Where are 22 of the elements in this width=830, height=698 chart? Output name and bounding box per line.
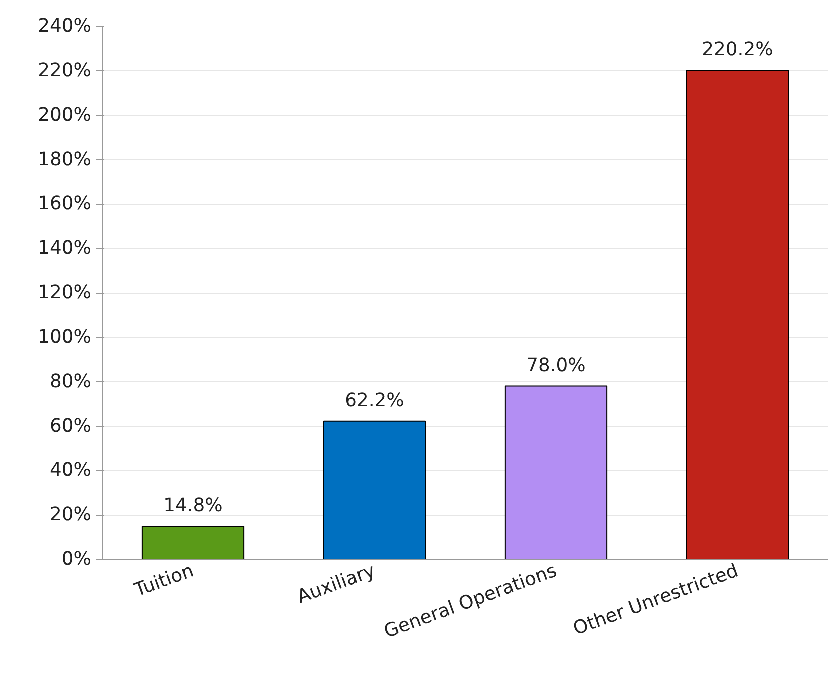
bar xyxy=(686,70,790,560)
y-tick-label: 180% xyxy=(38,149,92,170)
y-tick-label: 60% xyxy=(50,416,92,437)
y-tick-label: 80% xyxy=(50,371,92,392)
y-tick-label: 200% xyxy=(38,104,92,126)
y-tick-label: 40% xyxy=(50,460,92,482)
y-tick-label: 20% xyxy=(50,504,92,526)
y-tick-label: 160% xyxy=(38,194,92,215)
data-label: 220.2% xyxy=(702,39,774,60)
bar xyxy=(504,386,608,560)
data-label: 62.2% xyxy=(345,390,404,412)
x-tick-label: Tuition xyxy=(131,560,197,602)
data-label: 78.0% xyxy=(526,355,586,376)
y-tick-label: 120% xyxy=(38,282,92,304)
y-tick-label: 240% xyxy=(38,16,92,37)
bar xyxy=(323,420,426,560)
data-label: 14.8% xyxy=(164,496,223,517)
y-tick-label: 220% xyxy=(38,60,92,82)
y-tick-label: 0% xyxy=(62,549,92,570)
bar xyxy=(142,526,245,560)
y-tick-label: 140% xyxy=(38,238,92,260)
y-tick-label: 100% xyxy=(38,326,92,348)
